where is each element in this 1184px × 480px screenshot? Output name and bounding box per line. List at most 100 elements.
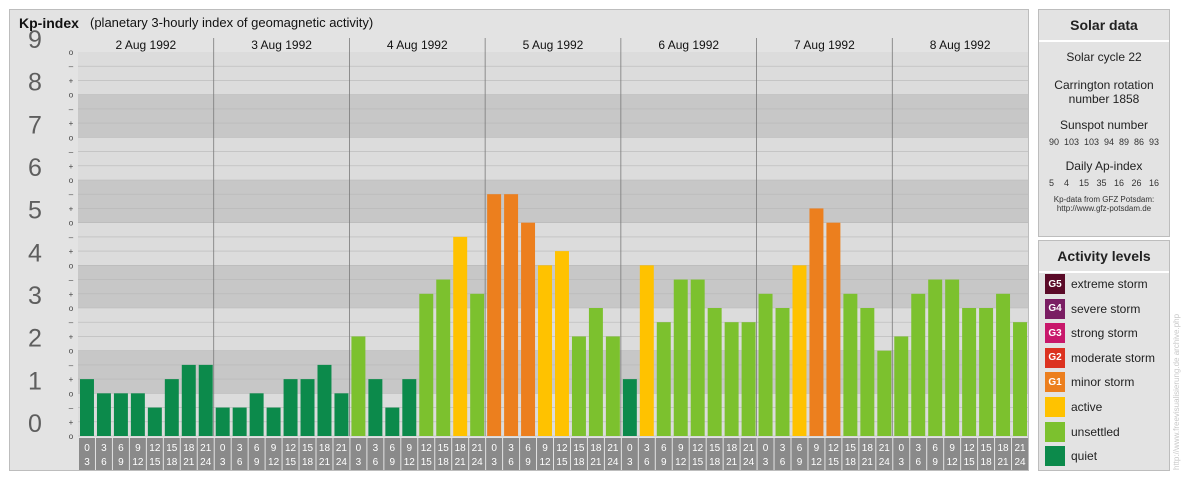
day-label: 3 Aug 1992 (251, 38, 312, 52)
kp-bar (130, 393, 145, 436)
hour-end: 21 (319, 457, 331, 468)
hour-end: 12 (947, 457, 959, 468)
solar-panel-title: Solar data (1039, 10, 1169, 42)
hour-start: 12 (285, 443, 297, 454)
hour-start: 15 (709, 443, 721, 454)
source-line2: http://www.gfz-potsdam.de (1056, 204, 1152, 213)
hour-start: 6 (661, 443, 667, 454)
minor-tick: + (69, 418, 74, 427)
kp-bar (487, 194, 502, 436)
hour-start: 0 (84, 443, 90, 454)
hour-start: 6 (118, 443, 124, 454)
kp-chart-panel: 0 1 2 3 4 5 6 7 8 9 o + o + – o + – o + – o + – o + – o + – o + – o + – o –2 … (9, 9, 1029, 471)
hour-end: 12 (132, 457, 144, 468)
hour-end: 3 (763, 457, 769, 468)
kp-bar (690, 279, 705, 436)
hour-cell (79, 438, 95, 470)
hour-start: 0 (898, 443, 904, 454)
legend-swatch: G2 (1045, 347, 1065, 368)
hour-end: 21 (455, 457, 467, 468)
hour-end: 18 (573, 457, 585, 468)
hour-cell (163, 438, 180, 470)
hour-start: 18 (183, 443, 195, 454)
hour-start: 0 (627, 443, 633, 454)
y-tick-label: 8 (28, 69, 42, 97)
hour-end: 18 (709, 457, 721, 468)
solar-cycle: Solar cycle 22 (1066, 50, 1142, 64)
hour-start: 0 (356, 443, 362, 454)
kp-bar (996, 293, 1011, 436)
hour-cell (893, 438, 910, 470)
legend-item: active (1045, 396, 1102, 418)
kp-bar (198, 364, 213, 436)
hour-cell (112, 438, 129, 470)
kp-bar (436, 279, 451, 436)
hour-cell (689, 438, 706, 470)
hour-end: 18 (438, 457, 450, 468)
hour-start: 18 (455, 443, 467, 454)
chart-title-bar: Kp-index (planetary 3-hourly index of ge… (10, 10, 1028, 36)
kp-bar (470, 293, 485, 436)
hour-start: 3 (644, 443, 650, 454)
hour-end: 6 (508, 457, 514, 468)
minor-tick: – (69, 148, 74, 157)
hour-start: 12 (828, 443, 840, 454)
kp-bar (945, 279, 960, 436)
minor-tick: o (69, 133, 74, 142)
kp-band (78, 52, 1028, 95)
hour-end: 6 (101, 457, 107, 468)
hour-start: 18 (590, 443, 602, 454)
day-label: 5 Aug 1992 (523, 38, 584, 52)
minor-tick: – (69, 361, 74, 370)
hour-end: 15 (692, 457, 704, 468)
kp-bar (928, 279, 943, 436)
hour-start: 3 (915, 443, 921, 454)
hour-end: 15 (828, 457, 840, 468)
kp-band (78, 137, 1028, 180)
hour-cell (265, 438, 282, 470)
watermark: http://www.freevisualisierung.de archive… (1172, 313, 1181, 470)
hour-end: 9 (525, 457, 531, 468)
hour-cell (944, 438, 961, 470)
hour-end: 21 (183, 457, 195, 468)
legend-label: severe storm (1071, 301, 1141, 316)
hour-start: 21 (1014, 443, 1026, 454)
legend-swatch: G3 (1045, 323, 1065, 344)
kp-bar (249, 393, 264, 436)
kp-bar (877, 350, 892, 436)
kp-bar (809, 208, 824, 436)
hour-start: 12 (964, 443, 976, 454)
hour-cell (706, 438, 723, 470)
minor-tick: + (69, 332, 74, 341)
day-label: 4 Aug 1992 (387, 38, 448, 52)
hour-start: 21 (607, 443, 619, 454)
hour-end: 12 (539, 457, 551, 468)
minor-tick: o (69, 347, 74, 356)
minor-tick: o (69, 389, 74, 398)
hour-cell (146, 438, 163, 470)
hour-start: 3 (373, 443, 379, 454)
hour-start: 21 (336, 443, 348, 454)
hour-start: 3 (780, 443, 786, 454)
hour-end: 15 (285, 457, 297, 468)
hour-cell (503, 438, 520, 470)
legend-item: G3 strong storm (1045, 322, 1138, 344)
kp-band (78, 265, 1028, 308)
kp-bar (266, 407, 281, 436)
kp-bar (385, 407, 400, 436)
hour-end: 21 (862, 457, 874, 468)
hour-end: 18 (845, 457, 857, 468)
hour-cell (520, 438, 537, 470)
kp-bar (1013, 322, 1027, 436)
hour-end: 12 (404, 457, 416, 468)
hour-end: 3 (627, 457, 633, 468)
activity-panel-title: Activity levels (1039, 241, 1169, 273)
hour-end: 15 (149, 457, 161, 468)
watermark-text: http://www.freevisualisierung.de archive… (1172, 313, 1181, 470)
hour-end: 3 (220, 457, 226, 468)
kp-bar (673, 279, 688, 436)
hour-cell (621, 438, 638, 470)
hour-cell (469, 438, 486, 470)
carrington-line2: number 1858 (1068, 92, 1140, 106)
legend-item: G2 moderate storm (1045, 347, 1155, 369)
